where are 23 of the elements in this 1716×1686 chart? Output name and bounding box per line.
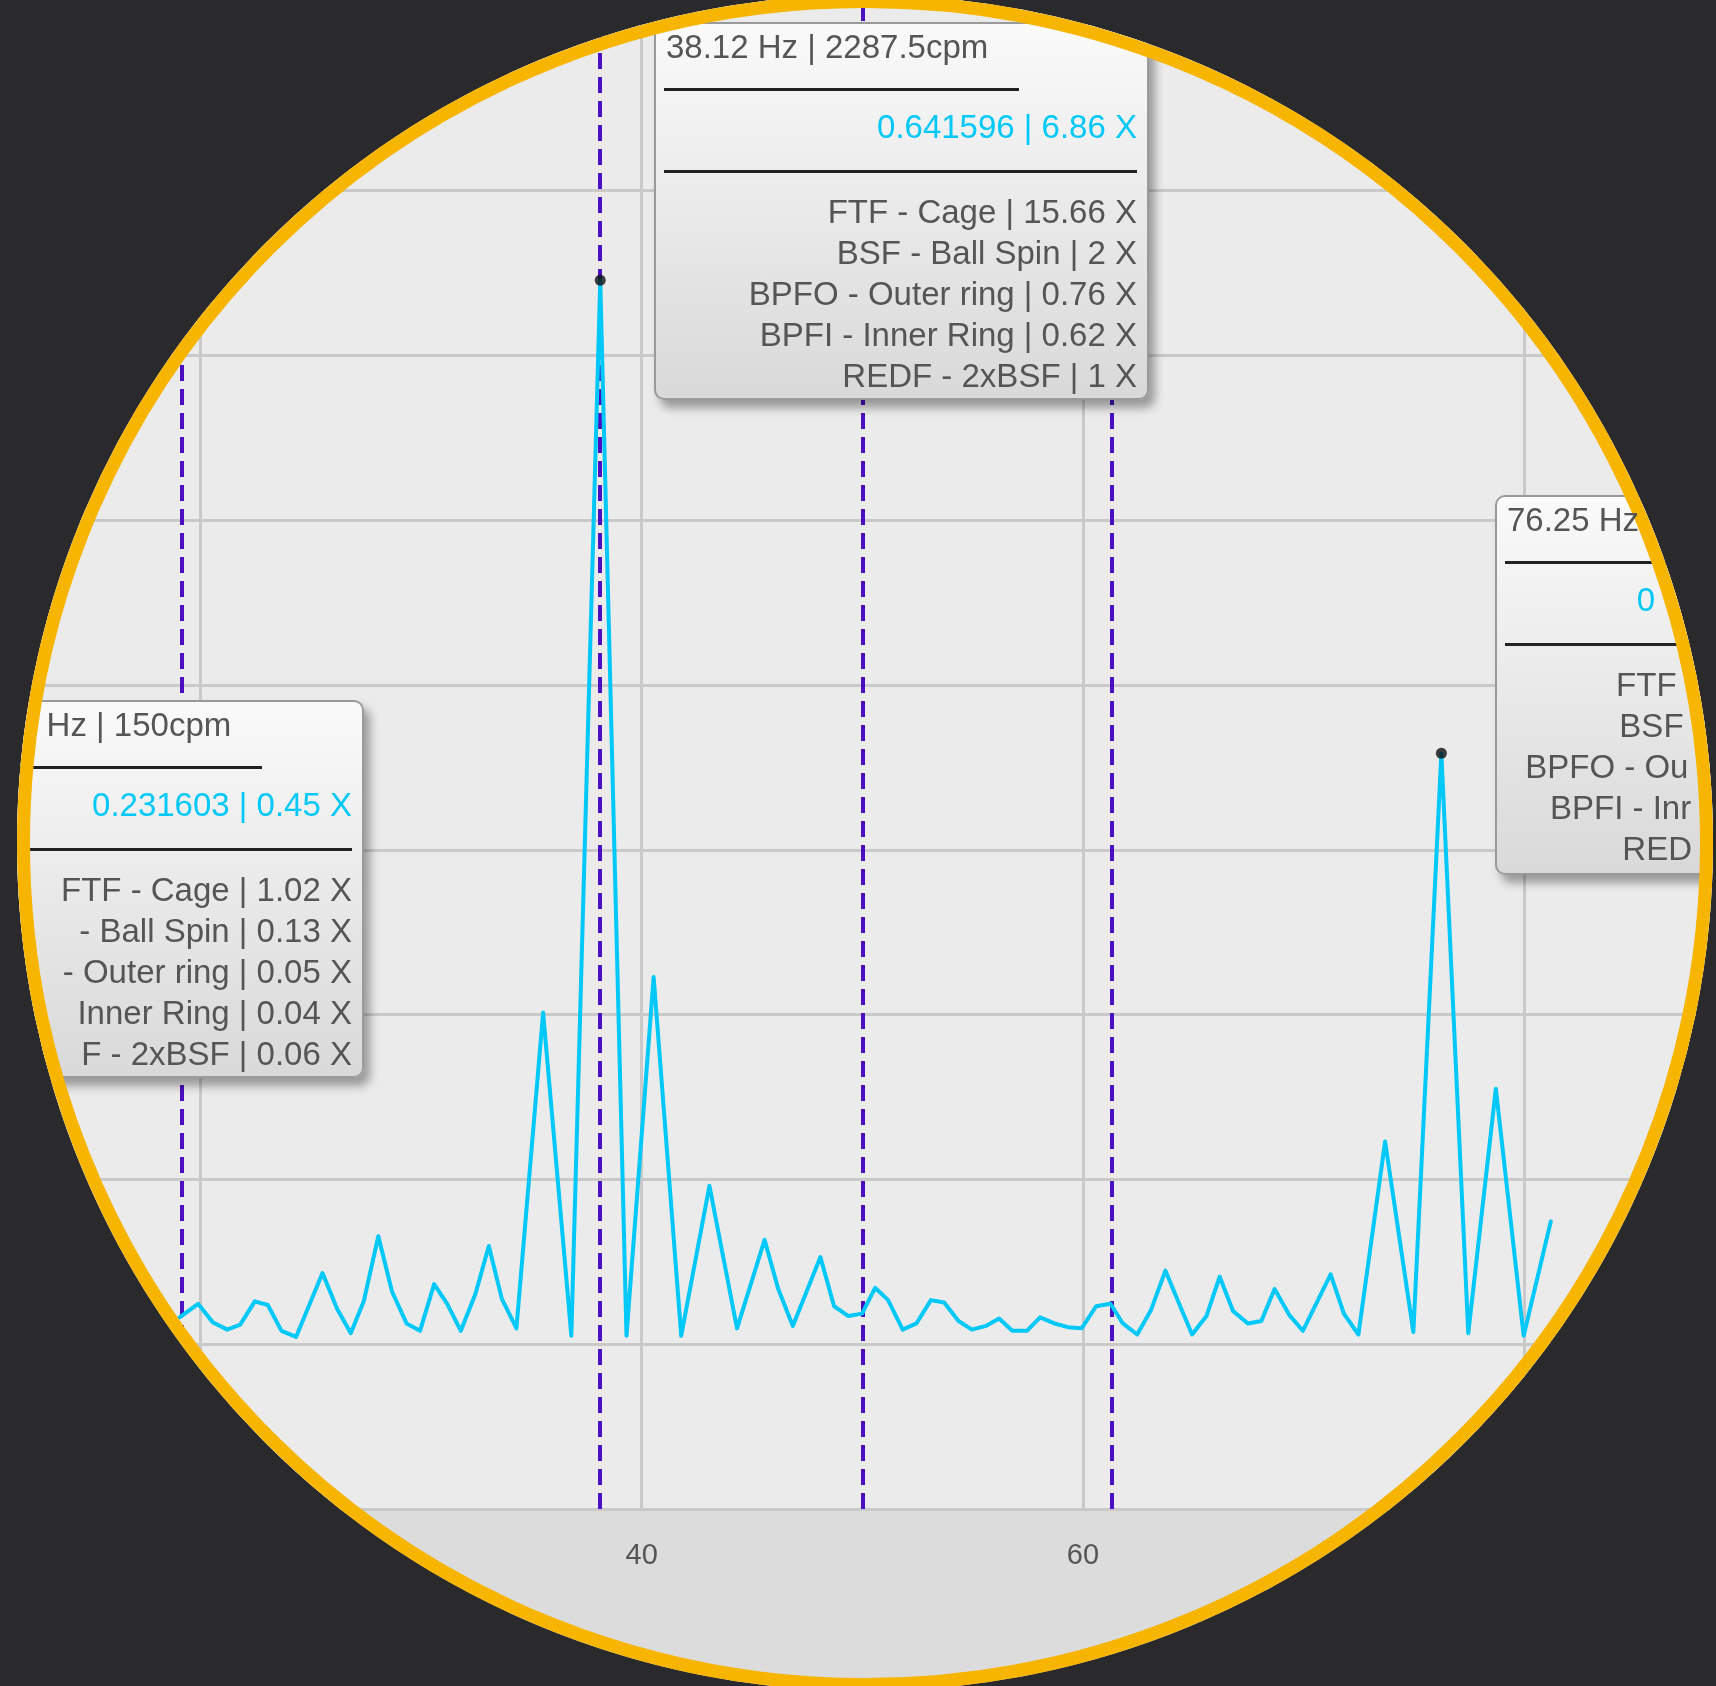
text: 38.12 Hz | 2287.5cpm: [666, 27, 989, 67]
annotation: 0.231603 | 0.45 X: [92, 785, 352, 825]
x-tick-label: 60: [1066, 1537, 1100, 1570]
annotation: Inner Ring | 0.04 X: [77, 993, 352, 1033]
annotation: FTF - Cage | 1.02 X: [60, 870, 352, 910]
annotation: - Outer ring | 0.05 X: [62, 952, 352, 992]
annotation: BPFO - Outer ring | 0.76 X: [748, 274, 1137, 314]
annotation: - Ball Spin | 0.13 X: [79, 911, 352, 951]
annotation: 0: [1636, 580, 1656, 620]
annotation: 76.25 Hz: [1507, 500, 1640, 540]
text: 0.641596 | 6.86 X: [877, 107, 1137, 147]
annotation: FTF: [1616, 665, 1677, 705]
text: FTF - Cage | 15.66 X: [827, 192, 1137, 232]
annotation: BPFO - Ou: [1525, 747, 1689, 787]
annotation: BPFI - Inner Ring | 0.62 X: [759, 315, 1137, 355]
annotation: BPFI - Inr: [1550, 788, 1692, 828]
text: BSF - Ball Spin | 2 X: [836, 233, 1137, 273]
x-tick-label: 40: [625, 1537, 658, 1570]
annotation: F - 2xBSF | 0.06 X: [81, 1034, 352, 1074]
annotation: BSF: [1619, 706, 1684, 746]
annotation: Hz | 150cpm: [46, 705, 232, 745]
annotation: RED: [1622, 829, 1692, 869]
annotation: REDF - 2xBSF | 1 X: [842, 356, 1137, 396]
